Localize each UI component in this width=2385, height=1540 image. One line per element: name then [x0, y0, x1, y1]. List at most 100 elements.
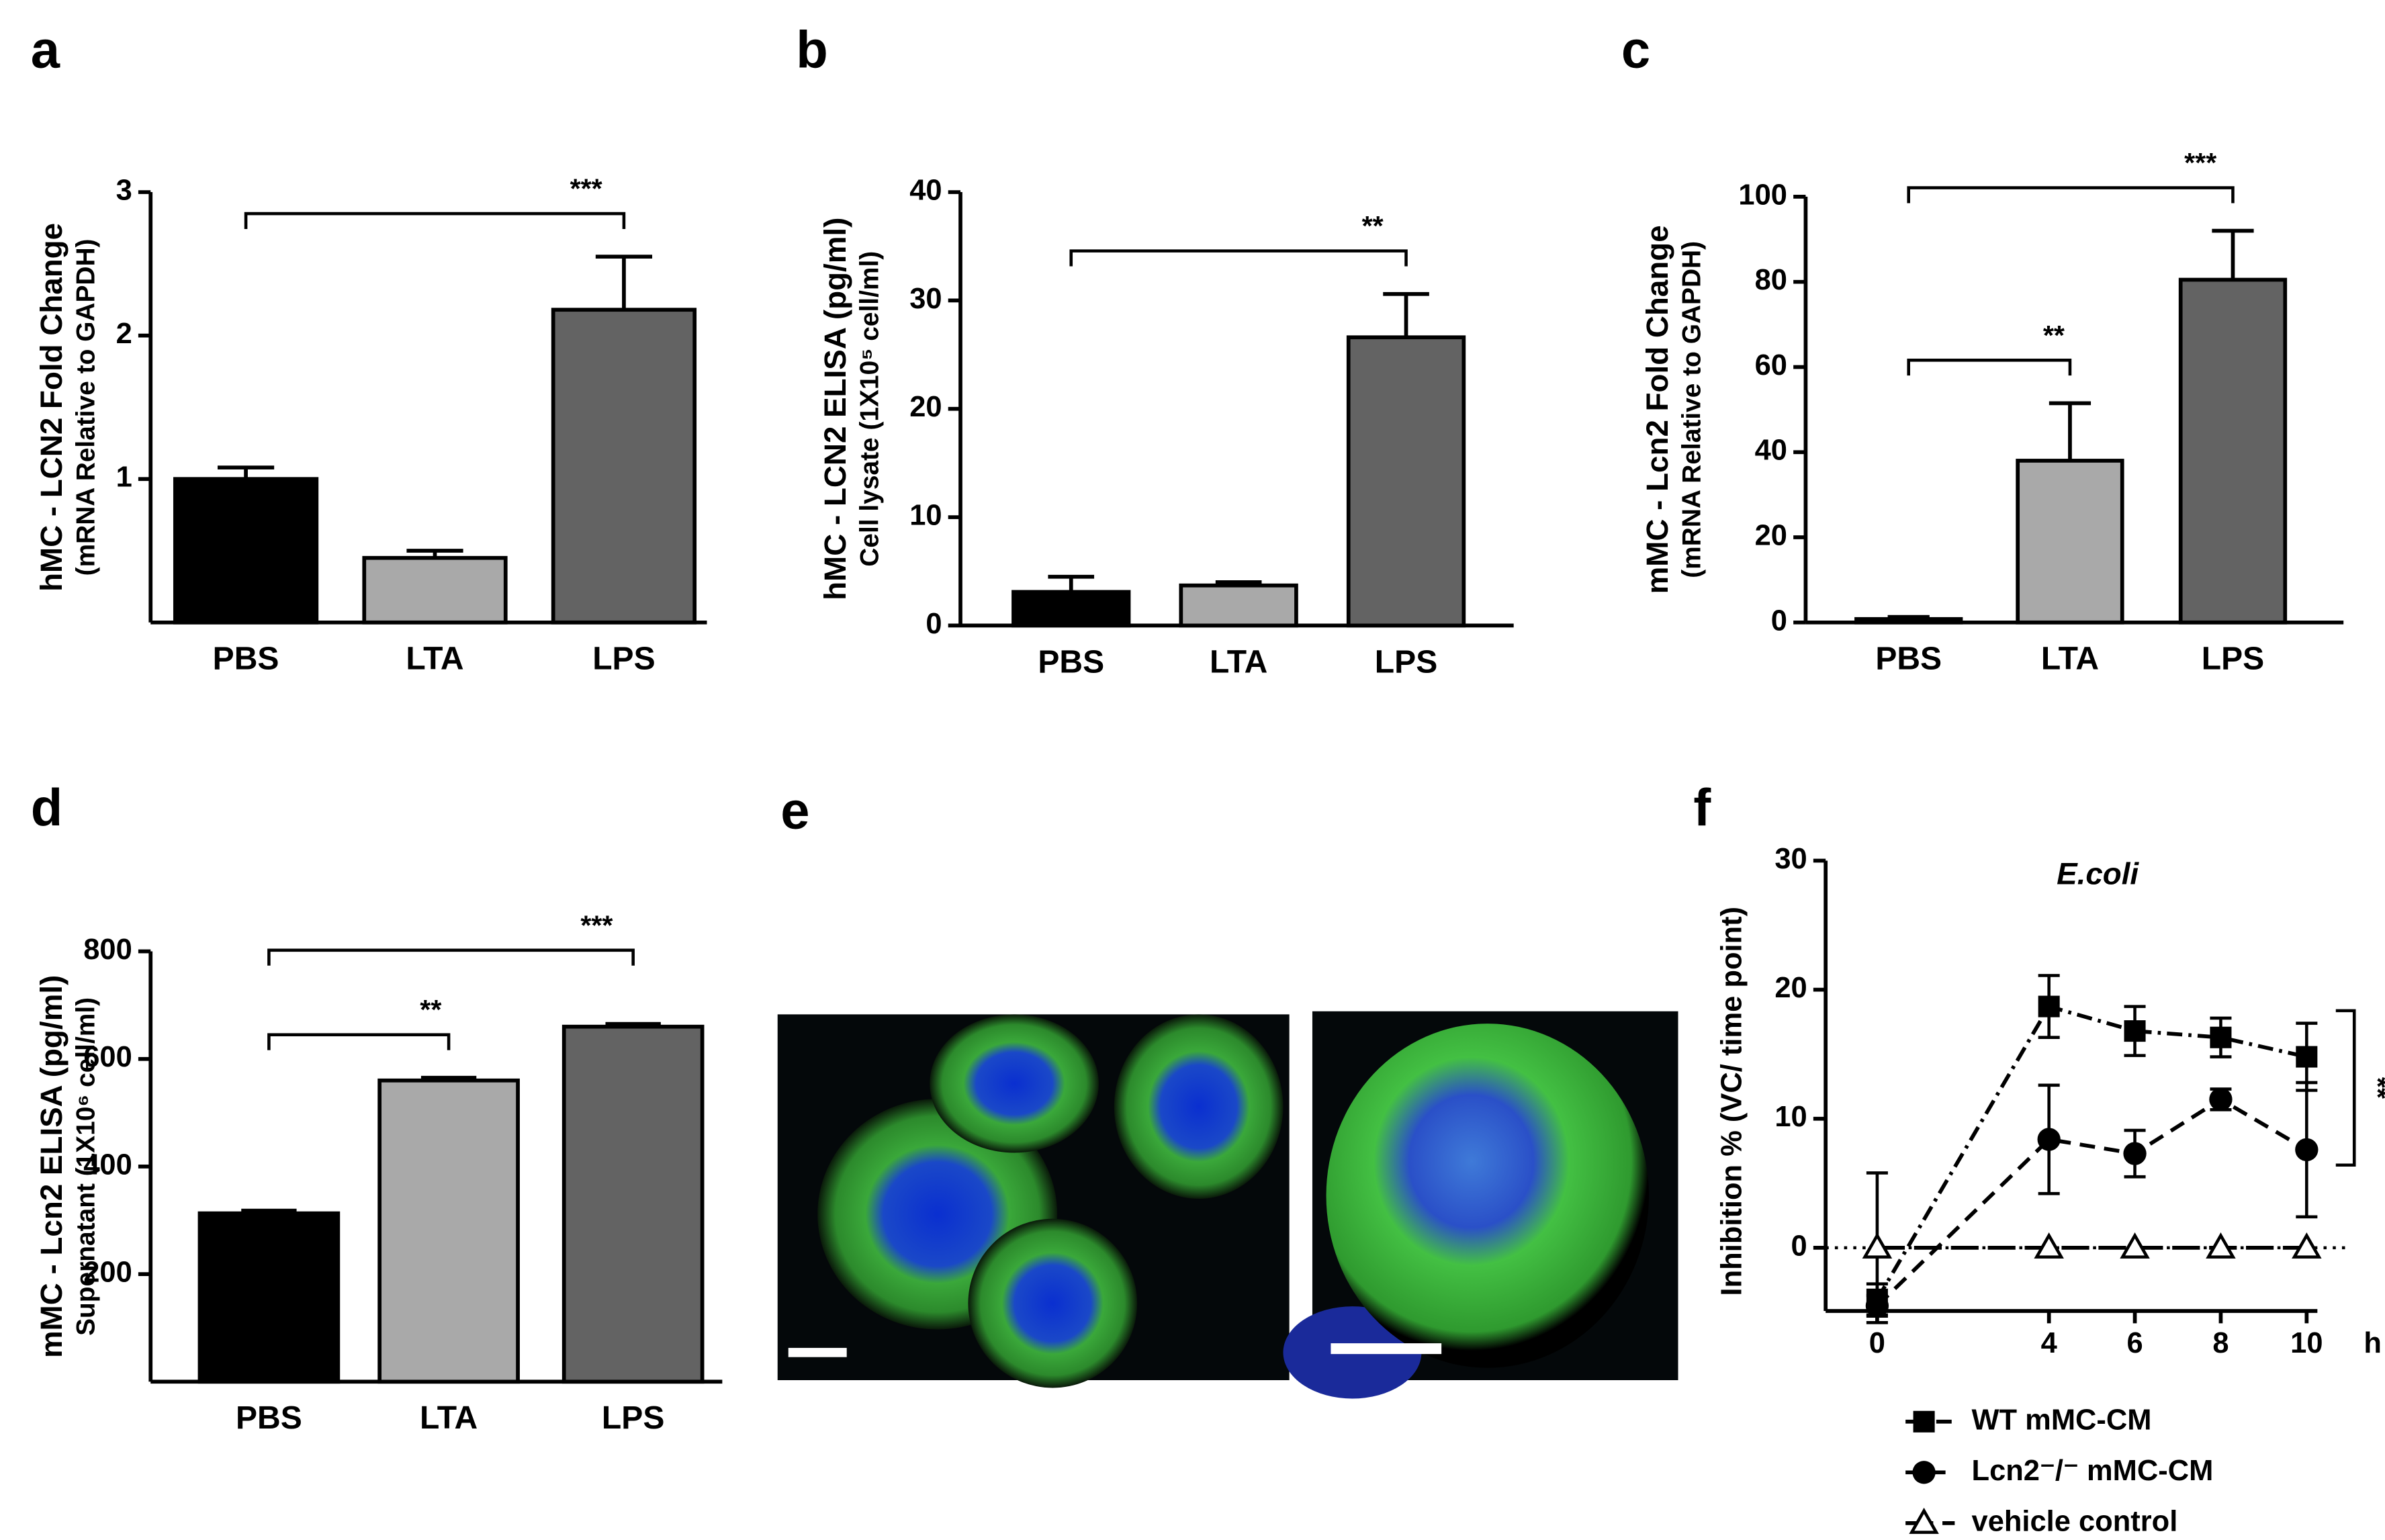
panel-label: a — [31, 21, 60, 79]
x-tick-label: PBS — [213, 641, 279, 677]
y-axis-label: mMC - Lcn2 Fold Change — [1640, 225, 1674, 594]
y-tick-label: 1 — [116, 461, 132, 494]
bar — [1346, 335, 1466, 628]
marker — [1862, 1232, 1893, 1259]
panel-label: c — [1621, 21, 1650, 79]
bar — [1854, 617, 1963, 625]
y-axis-label: hMC - LCN2 ELISA (pg/ml) — [818, 218, 852, 600]
y-tick-label: 60 — [1755, 349, 1787, 381]
x-tick-label: LPS — [602, 1400, 664, 1436]
marker — [2210, 1026, 2232, 1048]
marker — [2034, 1232, 2064, 1259]
series-line — [1875, 1097, 2308, 1308]
y-tick-label: 80 — [1755, 264, 1787, 296]
bar — [173, 477, 319, 625]
y-tick-label: 0 — [1771, 604, 1787, 637]
significance-label: ** — [1362, 210, 1384, 241]
x-tick-label: LTA — [2041, 641, 2099, 677]
significance-label: *** — [570, 173, 602, 204]
bar — [561, 1024, 705, 1384]
y-axis-label: Supernatant (1X10⁶ cell/ml) — [72, 997, 101, 1336]
x-unit: h — [2364, 1327, 2382, 1359]
y-tick-label: 20 — [1755, 520, 1787, 552]
bar — [377, 1078, 520, 1384]
y-tick-label: 10 — [1774, 1101, 1807, 1133]
y-tick-label: 40 — [1755, 435, 1787, 467]
significance-label: ** — [2362, 1077, 2385, 1099]
bar — [362, 555, 508, 625]
series-line — [1875, 1004, 2307, 1301]
marker — [2209, 1087, 2233, 1112]
marker — [2038, 995, 2060, 1017]
y-tick-label: 20 — [909, 391, 942, 423]
significance-bracket — [2335, 1009, 2356, 1167]
x-tick-label: LPS — [592, 641, 655, 677]
panel-label: d — [31, 779, 63, 837]
marker — [2296, 1046, 2318, 1068]
marker — [2295, 1138, 2319, 1162]
y-tick-label: 0 — [926, 608, 942, 640]
y-tick-label: 30 — [909, 283, 942, 315]
y-axis-label: Inhibition % (VC/ time point) — [1715, 907, 1748, 1296]
y-tick-label: 600 — [83, 1041, 132, 1073]
x-tick-label: LTA — [406, 641, 463, 677]
significance-bracket — [1069, 249, 1408, 267]
marker — [1913, 1410, 1935, 1433]
marker — [2124, 1020, 2146, 1042]
marker — [2206, 1232, 2236, 1259]
significance-bracket — [267, 948, 635, 966]
y-tick-label: 200 — [83, 1257, 132, 1289]
y-axis-label: (mRNA Relative to GAPDH) — [1678, 241, 1707, 578]
x-tick-label: 0 — [1869, 1327, 1885, 1359]
x-tick-label: LTA — [420, 1400, 478, 1436]
panel-label: f — [1693, 779, 1711, 837]
y-tick-label: 800 — [83, 934, 132, 966]
y-tick-label: 400 — [83, 1148, 132, 1181]
x-tick-label: 10 — [2290, 1327, 2323, 1359]
significance-label: ** — [2043, 320, 2065, 351]
legend-label: WT mMC-CM — [1972, 1404, 2152, 1436]
y-tick-label: 100 — [1738, 179, 1787, 211]
x-tick-label: PBS — [1038, 644, 1104, 680]
significance-bracket — [1907, 358, 2072, 376]
y-axis-label: Cell lysate (1X10⁵ cell/ml) — [856, 251, 885, 567]
x-tick-label: LPS — [1375, 644, 1437, 680]
panel-label: b — [796, 21, 828, 79]
micrograph-right — [1283, 1011, 1678, 1399]
x-tick-label: 4 — [2041, 1327, 2057, 1359]
x-tick-label: PBS — [1875, 641, 1942, 677]
y-tick-label: 10 — [909, 500, 942, 532]
x-tick-label: LPS — [2202, 641, 2264, 677]
bar — [2178, 277, 2288, 625]
significance-bracket — [244, 212, 626, 229]
y-tick-label: 0 — [1791, 1230, 1807, 1262]
significance-label: *** — [2184, 147, 2216, 178]
marker — [2292, 1232, 2322, 1259]
marker — [1909, 1507, 1939, 1534]
chart-title: E.coli — [2057, 856, 2139, 891]
y-tick-label: 40 — [909, 175, 942, 207]
bar — [197, 1211, 341, 1384]
y-axis-label: mMC - Lcn2 ELISA (pg/ml) — [34, 975, 69, 1358]
y-axis-label: (mRNA Relative to GAPDH) — [72, 238, 101, 576]
x-tick-label: 6 — [2126, 1327, 2143, 1359]
x-tick-label: 8 — [2212, 1327, 2229, 1359]
x-tick-label: PBS — [236, 1400, 302, 1436]
marker — [2037, 1128, 2061, 1151]
panel-label: e — [780, 782, 809, 840]
marker — [2123, 1142, 2147, 1165]
x-tick-label: LTA — [1210, 644, 1267, 680]
significance-label: *** — [580, 909, 613, 940]
significance-label: ** — [420, 994, 441, 1025]
y-tick-label: 3 — [116, 175, 132, 207]
micrograph-left — [777, 1014, 1290, 1388]
y-axis-label: hMC - LCN2 Fold Change — [34, 223, 69, 592]
marker — [2120, 1232, 2150, 1259]
legend-label: vehicle control — [1972, 1505, 2178, 1537]
bar — [2016, 459, 2124, 625]
bar — [1011, 590, 1131, 628]
bar — [551, 308, 697, 625]
significance-bracket — [1907, 186, 2235, 203]
y-tick-label: 20 — [1774, 972, 1807, 1004]
